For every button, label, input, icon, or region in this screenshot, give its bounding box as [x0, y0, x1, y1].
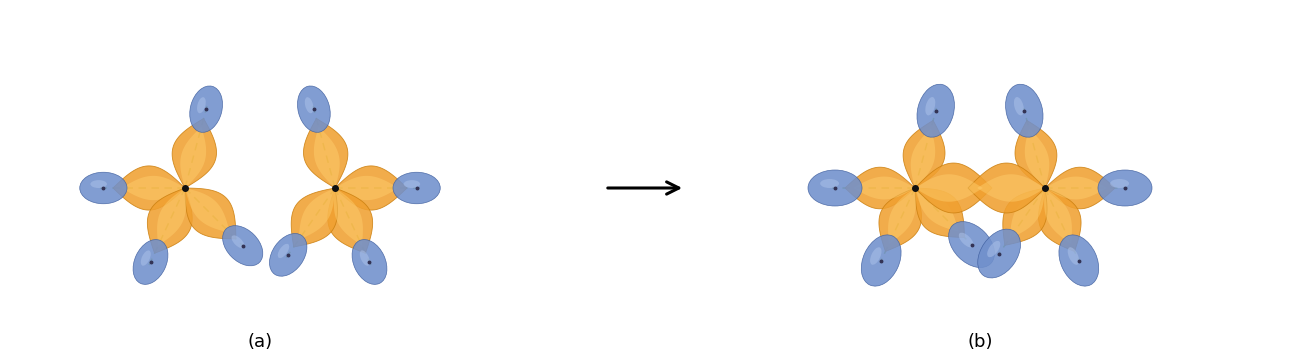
Polygon shape: [888, 188, 916, 244]
Polygon shape: [299, 188, 335, 240]
Polygon shape: [1010, 188, 1045, 238]
Polygon shape: [334, 188, 363, 245]
Polygon shape: [185, 188, 230, 233]
Ellipse shape: [978, 229, 1021, 278]
Ellipse shape: [304, 97, 313, 113]
Polygon shape: [313, 127, 339, 188]
Polygon shape: [1015, 121, 1057, 188]
Polygon shape: [291, 188, 338, 247]
Ellipse shape: [278, 244, 289, 258]
Ellipse shape: [1060, 235, 1098, 286]
Ellipse shape: [926, 97, 935, 115]
Ellipse shape: [91, 180, 107, 188]
Polygon shape: [335, 166, 407, 210]
Ellipse shape: [1014, 97, 1024, 115]
Ellipse shape: [1067, 247, 1079, 265]
Polygon shape: [968, 163, 1045, 213]
Polygon shape: [303, 118, 348, 188]
Polygon shape: [335, 176, 398, 200]
Text: (b): (b): [967, 333, 993, 351]
Ellipse shape: [820, 179, 838, 188]
Polygon shape: [1002, 188, 1046, 245]
Ellipse shape: [1098, 170, 1152, 206]
Ellipse shape: [393, 172, 441, 204]
Polygon shape: [915, 163, 992, 213]
Ellipse shape: [269, 233, 307, 276]
Ellipse shape: [298, 86, 330, 132]
Ellipse shape: [360, 250, 369, 266]
Ellipse shape: [403, 180, 420, 188]
Ellipse shape: [862, 235, 901, 286]
Polygon shape: [915, 188, 958, 232]
Ellipse shape: [1110, 179, 1128, 188]
Polygon shape: [903, 121, 945, 188]
Ellipse shape: [987, 241, 1000, 257]
Ellipse shape: [809, 170, 862, 206]
Polygon shape: [122, 176, 185, 200]
Ellipse shape: [222, 226, 263, 266]
Polygon shape: [1039, 188, 1082, 252]
Polygon shape: [185, 188, 235, 239]
Ellipse shape: [198, 97, 205, 113]
Polygon shape: [911, 129, 935, 188]
Polygon shape: [328, 188, 373, 253]
Ellipse shape: [916, 84, 954, 137]
Ellipse shape: [352, 240, 387, 284]
Ellipse shape: [140, 250, 151, 266]
Polygon shape: [915, 188, 965, 237]
Ellipse shape: [949, 222, 994, 268]
Polygon shape: [172, 118, 217, 188]
Ellipse shape: [133, 240, 168, 284]
Polygon shape: [879, 188, 922, 252]
Ellipse shape: [190, 86, 222, 132]
Polygon shape: [1044, 188, 1072, 244]
Polygon shape: [113, 166, 185, 210]
Polygon shape: [1045, 176, 1106, 199]
Polygon shape: [853, 176, 915, 199]
Ellipse shape: [79, 172, 127, 204]
Polygon shape: [978, 174, 1045, 202]
Text: (a): (a): [247, 333, 273, 351]
Ellipse shape: [231, 235, 244, 248]
Ellipse shape: [959, 233, 974, 248]
Polygon shape: [915, 174, 983, 202]
Polygon shape: [157, 188, 186, 245]
Ellipse shape: [870, 247, 881, 265]
Polygon shape: [845, 167, 915, 209]
Polygon shape: [1045, 167, 1115, 209]
Ellipse shape: [1006, 84, 1043, 137]
Polygon shape: [1024, 129, 1049, 188]
Polygon shape: [181, 127, 207, 188]
Polygon shape: [147, 188, 192, 253]
